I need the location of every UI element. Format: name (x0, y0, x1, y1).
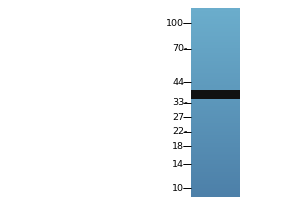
Text: 44-: 44- (172, 78, 188, 87)
Text: 70-: 70- (172, 44, 188, 53)
Text: 14-: 14- (172, 160, 188, 169)
Text: 22-: 22- (172, 127, 188, 136)
Text: 27-: 27- (172, 113, 188, 122)
Text: 10-: 10- (172, 184, 188, 193)
Text: 33-: 33- (172, 98, 188, 107)
Text: 100-: 100- (166, 19, 188, 28)
Text: 18-: 18- (172, 142, 188, 151)
